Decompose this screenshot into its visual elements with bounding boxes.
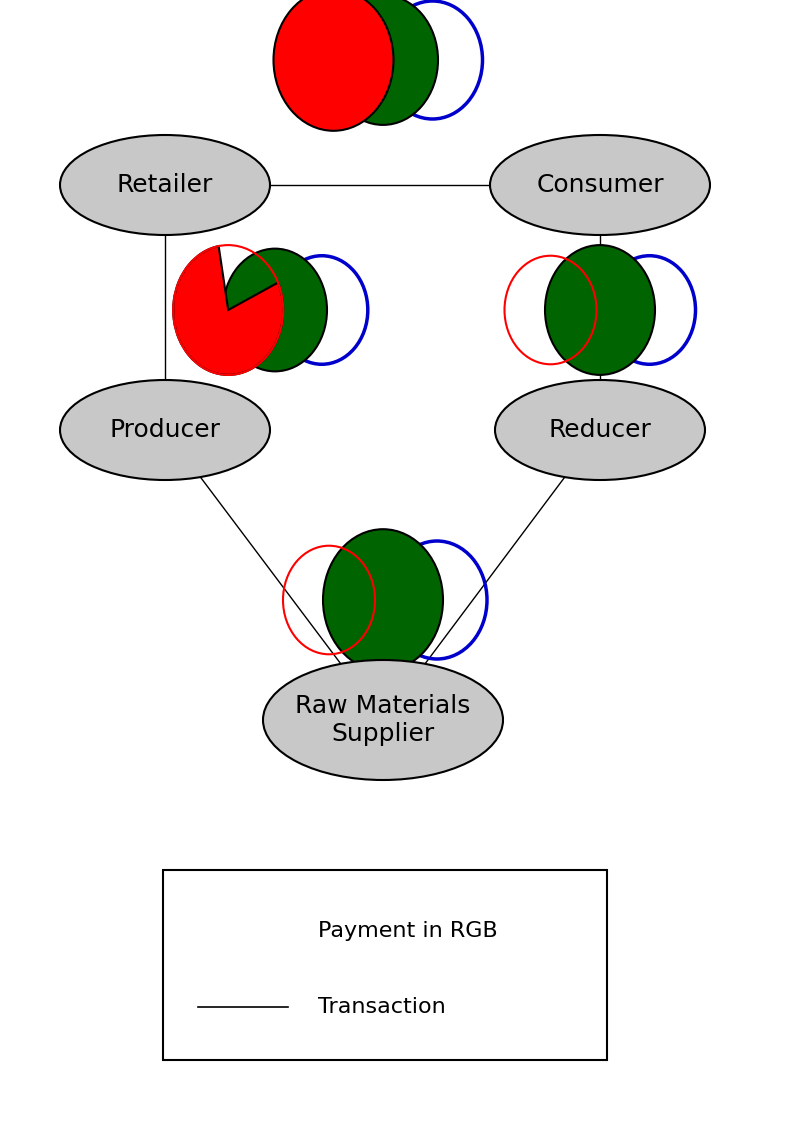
Text: Payment in RGB: Payment in RGB [318,921,498,941]
Text: Consumer: Consumer [536,173,664,197]
Ellipse shape [323,529,443,670]
Text: Retailer: Retailer [117,173,213,197]
Ellipse shape [223,248,327,372]
Ellipse shape [328,0,438,125]
Ellipse shape [545,245,655,375]
Ellipse shape [60,380,270,480]
Ellipse shape [60,135,270,235]
Ellipse shape [495,380,705,480]
FancyBboxPatch shape [163,870,607,1060]
Text: Transaction: Transaction [318,997,446,1016]
Ellipse shape [274,0,393,130]
Text: Reducer: Reducer [549,418,651,442]
Ellipse shape [263,660,503,780]
Ellipse shape [223,907,263,955]
Ellipse shape [490,135,710,235]
Wedge shape [203,905,247,957]
Text: Producer: Producer [109,418,220,442]
Text: Raw Materials
Supplier: Raw Materials Supplier [295,694,471,746]
Wedge shape [173,246,283,375]
